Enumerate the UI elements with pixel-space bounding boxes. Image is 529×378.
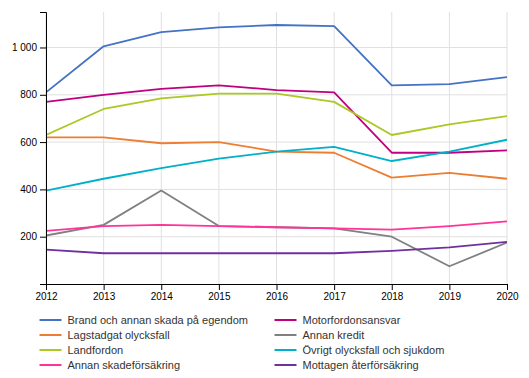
grid-line-x	[334, 12, 335, 284]
legend-item: Brand och annan skada på egendom	[40, 314, 248, 326]
series-line	[46, 242, 507, 253]
grid-line-x	[276, 12, 277, 284]
x-tick-label: 2016	[266, 291, 289, 302]
x-tick-mark	[449, 284, 450, 290]
plot: 2012 2013 2014 2015 2016 2017 2018 2019 2020 200 4…	[12, 12, 519, 302]
legend-swatch	[40, 349, 62, 351]
legend-item: Lagstadgat olycksfall	[40, 329, 170, 341]
y-axis-line	[40, 13, 47, 285]
chart-svg: 2012 2013 2014 2015 2016 2017 2018 2019 2020 200 4…	[0, 0, 529, 378]
y-tick-mark	[40, 189, 46, 190]
x-tick-mark	[161, 284, 162, 290]
x-tick: 2012	[35, 284, 58, 302]
lines	[46, 25, 507, 266]
legend-label: Annan skadeförsäkring	[68, 359, 181, 371]
legend-label: Lagstadgat olycksfall	[68, 329, 170, 341]
series-line	[46, 94, 507, 135]
x-axis: 2012 2013 2014 2015 2016 2017 2018 2019 2020	[35, 284, 519, 302]
legend-item: Landfordon	[40, 344, 124, 356]
grid	[46, 12, 507, 284]
x-tick-mark	[104, 284, 105, 290]
grid-line-y	[46, 47, 507, 48]
chart-container: 2012 2013 2014 2015 2016 2017 2018 2019 2020 200 4…	[0, 0, 529, 378]
series-line	[46, 221, 507, 230]
x-tick-label: 2013	[93, 291, 116, 302]
y-tick: 1 000	[12, 42, 46, 53]
legend: Brand och annan skada på egendom Motorfor…	[40, 314, 445, 371]
x-tick: 2013	[93, 284, 116, 302]
series-line	[46, 137, 507, 178]
legend-label: Övrigt olycksfall och sjukdom	[303, 344, 445, 356]
x-tick: 2016	[266, 284, 289, 302]
y-tick-mark	[40, 142, 46, 143]
x-tick: 2014	[151, 284, 174, 302]
y-tick-label: 1 000	[12, 42, 37, 53]
legend-swatch	[40, 334, 62, 336]
x-tick-mark	[219, 284, 220, 290]
x-tick: 2019	[439, 284, 462, 302]
grid-line-x	[161, 12, 162, 284]
grid-line-x	[449, 12, 450, 284]
x-tick-label: 2015	[208, 291, 231, 302]
legend-swatch	[275, 364, 297, 366]
legend-swatch	[40, 364, 62, 366]
x-tick-label: 2012	[35, 291, 58, 302]
y-tick: 800	[20, 89, 46, 100]
y-tick-label: 200	[20, 231, 37, 242]
series-line	[46, 25, 507, 92]
legend-swatch	[275, 334, 297, 336]
series-line	[46, 191, 507, 267]
grid-line-x	[103, 12, 104, 284]
series-line	[46, 85, 507, 152]
grid-line-x	[218, 12, 219, 284]
legend-item: Motorfordonsansvar	[275, 314, 401, 326]
legend-label: Landfordon	[68, 344, 124, 356]
legend-swatch	[275, 319, 297, 321]
legend-swatch	[275, 349, 297, 351]
y-tick: 600	[20, 137, 46, 148]
legend-swatch	[40, 319, 62, 321]
legend-item: Annan skadeförsäkring	[40, 359, 181, 371]
y-tick: 400	[20, 184, 46, 195]
x-axis-line	[47, 285, 508, 291]
y-tick-mark	[40, 95, 46, 96]
legend-item: Annan kredit	[275, 329, 365, 341]
legend-item: Mottagen återförsäkring	[275, 359, 419, 371]
x-tick: 2018	[381, 284, 404, 302]
x-tick-mark	[277, 284, 278, 290]
grid-line-y	[46, 236, 507, 237]
y-tick-mark	[40, 47, 46, 48]
y-tick: 200	[20, 231, 46, 242]
x-tick-label: 2018	[381, 291, 404, 302]
y-tick-mark	[40, 237, 46, 238]
x-tick-label: 2020	[496, 291, 519, 302]
grid-line-y	[46, 142, 507, 143]
x-tick-label: 2014	[151, 291, 174, 302]
x-tick: 2017	[324, 284, 347, 302]
legend-label: Mottagen återförsäkring	[303, 359, 419, 371]
y-tick-label: 400	[20, 184, 37, 195]
series-line	[46, 140, 507, 191]
legend-item: Övrigt olycksfall och sjukdom	[275, 344, 445, 356]
y-tick-label: 600	[20, 137, 37, 148]
x-tick-label: 2017	[324, 291, 347, 302]
grid-line-y	[46, 189, 507, 190]
legend-label: Annan kredit	[303, 329, 365, 341]
y-tick-label: 800	[20, 89, 37, 100]
x-tick-mark	[334, 284, 335, 290]
x-tick: 2020	[496, 284, 519, 302]
legend-label: Motorfordonsansvar	[303, 314, 401, 326]
x-tick-mark	[507, 284, 508, 290]
x-tick-label: 2019	[439, 291, 462, 302]
grid-line-x	[391, 12, 392, 284]
x-tick: 2015	[208, 284, 231, 302]
x-tick-mark	[392, 284, 393, 290]
y-axis: 200 400 600 800 1 000	[12, 13, 47, 285]
legend-label: Brand och annan skada på egendom	[68, 314, 248, 326]
